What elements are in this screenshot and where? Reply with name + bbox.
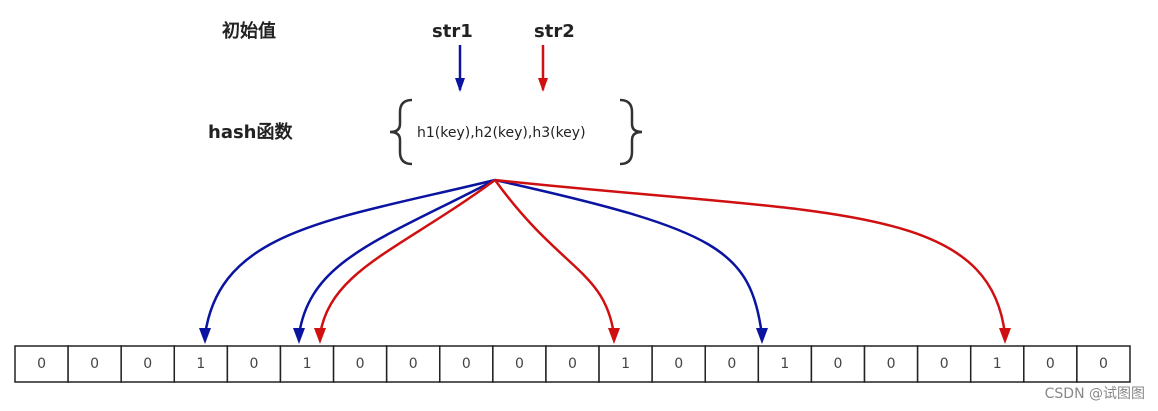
bit-cell xyxy=(439,345,494,383)
arrow-head xyxy=(756,328,768,344)
bit-value: 0 xyxy=(727,356,736,372)
bit-array: 0 0 0 1 0 1 0 0 0 0 0 1 0 0 1 0 0 0 1 0 0 xyxy=(14,345,1131,383)
bit-cell xyxy=(810,345,866,383)
bit-value: 1 xyxy=(621,356,630,372)
bit-value: 0 xyxy=(674,356,683,372)
bit-cell xyxy=(120,345,176,383)
bit-value: 0 xyxy=(249,356,258,372)
input-label: str1 xyxy=(432,21,473,42)
arrow-head xyxy=(314,328,326,344)
arrow xyxy=(297,178,496,336)
bit-value: 0 xyxy=(143,356,152,372)
bit-cell xyxy=(545,345,600,383)
input-label: str2 xyxy=(534,21,575,42)
arrows xyxy=(203,178,1007,336)
arrow-head xyxy=(608,328,620,344)
bit-cell xyxy=(1023,345,1078,383)
bit-value: 0 xyxy=(940,356,949,372)
bit-value: 0 xyxy=(90,356,99,372)
arrow-head xyxy=(293,328,305,344)
arrow xyxy=(203,178,496,336)
bit-value: 0 xyxy=(462,356,471,372)
bit-cell xyxy=(969,345,1025,383)
bit-value: 0 xyxy=(887,356,896,372)
bit-value: 0 xyxy=(1099,356,1108,372)
arrow-head xyxy=(199,328,211,344)
bit-value: 0 xyxy=(515,356,524,372)
arrow xyxy=(493,179,616,336)
arrow-head xyxy=(999,328,1011,344)
hash-functions: h1(key),h2(key),h3(key) xyxy=(417,125,586,141)
bit-cell xyxy=(332,345,388,383)
bit-value: 0 xyxy=(1046,356,1055,372)
brace xyxy=(619,98,643,166)
bit-cell xyxy=(757,345,813,383)
bit-value: 1 xyxy=(993,356,1002,372)
brace xyxy=(389,98,413,166)
arrow-head xyxy=(455,78,465,92)
hash-label: hash函数 xyxy=(208,121,293,143)
watermark: CSDN @试图图 xyxy=(1045,386,1145,402)
initial-label: 初始值 xyxy=(222,20,276,42)
arrow-heads xyxy=(199,328,1011,344)
bit-cell xyxy=(651,345,706,383)
bit-cell xyxy=(916,345,972,383)
arrow xyxy=(318,178,496,336)
arrow-head xyxy=(538,78,548,92)
bit-value: 1 xyxy=(196,356,205,372)
bit-value: 0 xyxy=(568,356,577,372)
bit-value: 1 xyxy=(303,356,312,372)
bit-value: 0 xyxy=(356,356,365,372)
bit-value: 1 xyxy=(780,356,789,372)
arrow xyxy=(494,178,1007,336)
bit-value: 0 xyxy=(409,356,418,372)
bit-cell xyxy=(226,345,282,383)
bit-cell xyxy=(1076,345,1131,383)
arrow xyxy=(494,178,764,336)
bit-value: 0 xyxy=(37,356,46,372)
bit-value: 0 xyxy=(834,356,843,372)
